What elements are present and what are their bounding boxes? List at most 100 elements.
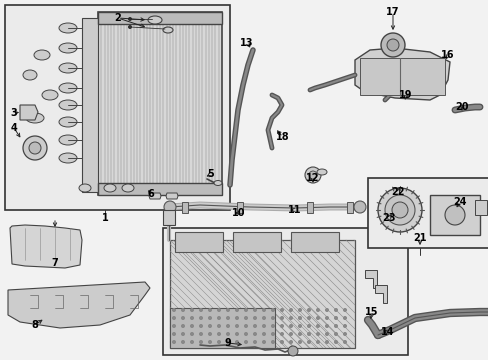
- Circle shape: [262, 316, 265, 320]
- Circle shape: [172, 324, 175, 328]
- Circle shape: [325, 309, 328, 311]
- Ellipse shape: [214, 180, 222, 185]
- Ellipse shape: [316, 169, 326, 175]
- Bar: [82, 18, 98, 192]
- Bar: [359, 58, 444, 95]
- Circle shape: [307, 341, 310, 343]
- Circle shape: [280, 324, 283, 328]
- Circle shape: [271, 316, 274, 320]
- Polygon shape: [374, 285, 386, 303]
- Circle shape: [199, 316, 202, 320]
- Circle shape: [308, 171, 316, 179]
- Circle shape: [298, 309, 301, 311]
- Circle shape: [307, 333, 310, 336]
- Circle shape: [316, 324, 319, 328]
- Circle shape: [235, 316, 238, 320]
- Circle shape: [325, 341, 328, 343]
- Bar: [98, 183, 222, 195]
- Circle shape: [190, 309, 193, 311]
- Circle shape: [271, 309, 274, 311]
- Circle shape: [23, 136, 47, 160]
- Circle shape: [343, 341, 346, 343]
- Bar: [5, 5, 229, 210]
- Circle shape: [217, 341, 220, 343]
- Circle shape: [244, 333, 247, 336]
- Ellipse shape: [59, 83, 77, 93]
- Circle shape: [307, 316, 310, 320]
- Text: 15: 15: [365, 307, 378, 317]
- Bar: [367, 178, 488, 248]
- Polygon shape: [354, 48, 449, 100]
- Circle shape: [190, 324, 193, 328]
- Circle shape: [181, 316, 184, 320]
- Circle shape: [307, 309, 310, 311]
- Circle shape: [334, 309, 337, 311]
- Text: 16: 16: [440, 50, 454, 60]
- Circle shape: [208, 309, 211, 311]
- Bar: [163, 210, 175, 225]
- Ellipse shape: [26, 113, 44, 123]
- Circle shape: [190, 316, 193, 320]
- Circle shape: [29, 142, 41, 154]
- Circle shape: [172, 333, 175, 336]
- Polygon shape: [149, 193, 161, 199]
- Text: 5: 5: [207, 169, 214, 179]
- Text: 2: 2: [114, 13, 121, 23]
- Circle shape: [172, 341, 175, 343]
- Polygon shape: [10, 225, 82, 268]
- Circle shape: [271, 324, 274, 328]
- Bar: [98, 12, 222, 24]
- Circle shape: [172, 309, 175, 311]
- Circle shape: [325, 316, 328, 320]
- Circle shape: [391, 202, 407, 218]
- Ellipse shape: [148, 16, 162, 24]
- Text: 23: 23: [382, 213, 395, 223]
- Bar: [175, 232, 223, 252]
- Circle shape: [172, 316, 175, 320]
- Circle shape: [384, 195, 414, 225]
- Circle shape: [444, 205, 464, 225]
- Circle shape: [181, 324, 184, 328]
- Circle shape: [199, 309, 202, 311]
- Circle shape: [334, 316, 337, 320]
- Text: 24: 24: [452, 197, 466, 207]
- Circle shape: [343, 324, 346, 328]
- Circle shape: [316, 333, 319, 336]
- Circle shape: [217, 333, 220, 336]
- Bar: [170, 308, 274, 348]
- Circle shape: [289, 316, 292, 320]
- Circle shape: [262, 341, 265, 343]
- Circle shape: [298, 333, 301, 336]
- Circle shape: [253, 316, 256, 320]
- Text: 4: 4: [11, 123, 18, 133]
- Circle shape: [244, 316, 247, 320]
- Circle shape: [235, 324, 238, 328]
- Circle shape: [199, 333, 202, 336]
- Text: 7: 7: [52, 258, 58, 268]
- Circle shape: [316, 316, 319, 320]
- Text: 12: 12: [305, 173, 319, 183]
- Circle shape: [305, 167, 320, 183]
- Circle shape: [208, 324, 211, 328]
- Circle shape: [235, 309, 238, 311]
- Circle shape: [217, 316, 220, 320]
- Circle shape: [208, 341, 211, 343]
- Circle shape: [343, 316, 346, 320]
- Circle shape: [244, 341, 247, 343]
- Bar: [346, 202, 352, 213]
- Circle shape: [208, 316, 211, 320]
- Circle shape: [235, 333, 238, 336]
- Circle shape: [262, 324, 265, 328]
- Text: 9: 9: [224, 338, 231, 348]
- Text: 21: 21: [412, 233, 426, 243]
- Circle shape: [244, 324, 247, 328]
- Circle shape: [253, 309, 256, 311]
- Polygon shape: [364, 270, 376, 288]
- Circle shape: [226, 324, 229, 328]
- Circle shape: [287, 346, 297, 356]
- Polygon shape: [165, 193, 178, 199]
- Circle shape: [298, 324, 301, 328]
- Circle shape: [128, 18, 131, 21]
- Circle shape: [226, 341, 229, 343]
- Circle shape: [181, 341, 184, 343]
